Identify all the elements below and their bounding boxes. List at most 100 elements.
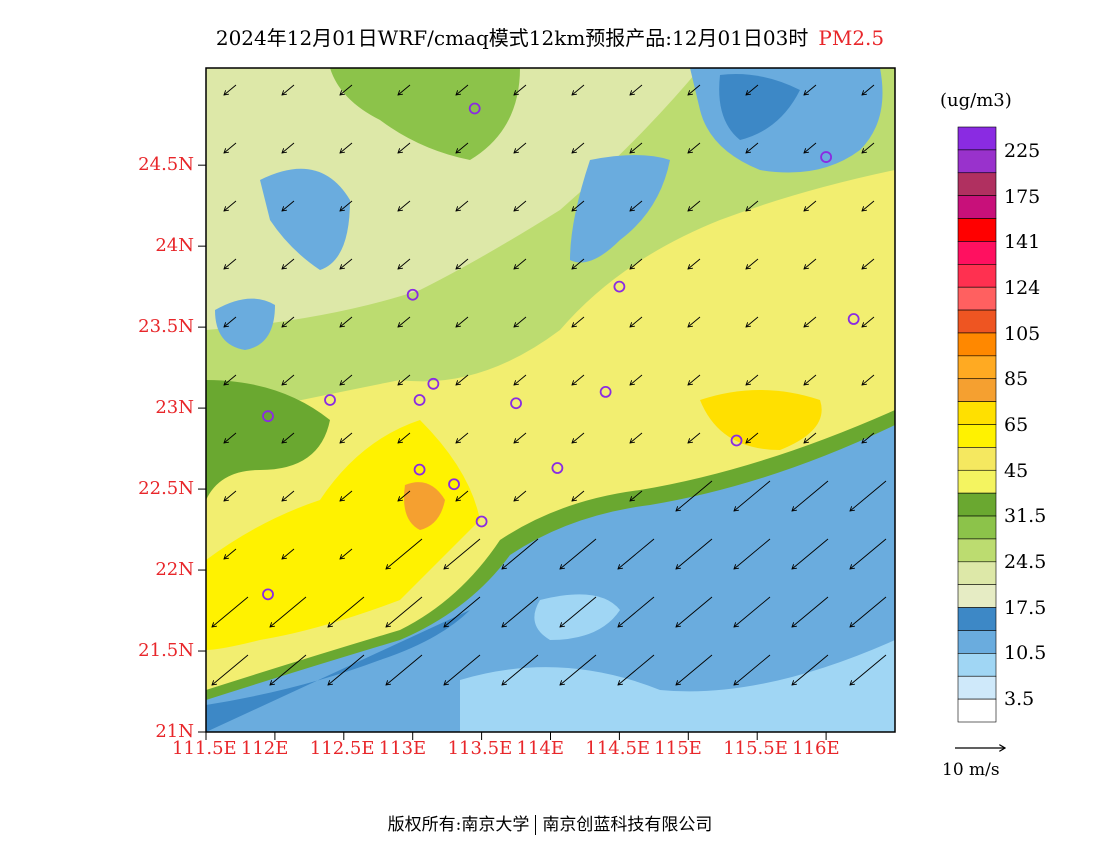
color-legend xyxy=(957,126,997,723)
wind-arrow xyxy=(572,84,585,95)
wind-arrow xyxy=(572,490,585,501)
legend-label: 10.5 xyxy=(1004,642,1047,665)
wind-arrow xyxy=(514,316,527,327)
wind-arrow xyxy=(340,142,353,153)
wind-arrow xyxy=(630,316,643,327)
wind-arrow xyxy=(514,432,527,443)
wind-arrow xyxy=(224,200,237,211)
wind-arrow xyxy=(224,374,237,385)
wind-arrow xyxy=(746,84,759,95)
wind-arrow xyxy=(514,84,527,95)
wind-arrow xyxy=(282,548,295,559)
wind-arrow xyxy=(688,142,701,153)
wind-arrow xyxy=(514,490,527,501)
wind-arrow xyxy=(456,316,469,327)
wind-arrow xyxy=(224,142,237,153)
copyright-owner: 版权所有:南京大学 xyxy=(387,815,530,835)
wind-arrow xyxy=(792,480,829,511)
wind-arrow xyxy=(212,596,249,627)
wind-arrow xyxy=(514,200,527,211)
wind-arrow xyxy=(850,480,887,511)
lon-label: 115E xyxy=(654,738,702,759)
wind-arrow xyxy=(386,596,423,627)
lon-label: 112E xyxy=(240,738,289,759)
station-marker xyxy=(427,377,440,390)
legend-swatch xyxy=(957,515,997,540)
wind-arrow xyxy=(444,596,481,627)
wind-arrow xyxy=(340,258,353,269)
wind-arrow xyxy=(630,142,643,153)
station-marker xyxy=(324,394,336,406)
wind-arrow xyxy=(502,596,539,627)
lon-label: 112.5E xyxy=(309,738,375,759)
lat-label: 24N xyxy=(155,235,194,257)
wind-arrow xyxy=(630,490,643,501)
legend-label: 3.5 xyxy=(1004,688,1035,710)
wind-arrow xyxy=(456,490,469,501)
wind-arrow xyxy=(804,84,817,95)
wind-arrow xyxy=(676,596,713,627)
legend-swatch xyxy=(957,309,997,334)
wind-arrow xyxy=(560,654,597,685)
title-text: 2024年12月01日WRF/cmaq模式12km预报产品:12月01日03时 xyxy=(215,26,809,50)
wind-arrow xyxy=(630,200,643,211)
wind-arrow xyxy=(340,548,353,559)
legend-swatch xyxy=(957,424,997,448)
wind-arrow xyxy=(572,142,585,153)
wind-arrow xyxy=(618,596,655,627)
wind-arrow xyxy=(746,374,759,385)
wind-arrow xyxy=(688,258,701,269)
station-marker xyxy=(599,386,612,398)
wind-arrow xyxy=(630,374,643,385)
legend-label: 24.5 xyxy=(1004,551,1047,573)
wind-arrow xyxy=(224,432,237,443)
wind-arrow xyxy=(282,258,295,269)
legend-label: 31.5 xyxy=(1004,505,1047,528)
concentration-field xyxy=(206,68,895,732)
lat-label: 22N xyxy=(155,559,194,581)
wind-arrow xyxy=(850,654,887,685)
legend-swatch xyxy=(957,630,997,654)
station-markers xyxy=(262,102,860,601)
wind-arrow xyxy=(676,480,713,511)
legend-swatch xyxy=(957,355,997,380)
legend-swatch xyxy=(957,698,997,723)
legend-swatch xyxy=(957,447,997,471)
wind-arrow xyxy=(734,480,771,511)
wind-arrow xyxy=(386,654,423,685)
lat-label: 24.5N xyxy=(138,154,194,176)
lat-label: 21N xyxy=(155,721,194,742)
wind-arrow xyxy=(676,654,713,685)
legend-swatch xyxy=(957,172,997,196)
wind-arrow xyxy=(282,316,295,327)
station-marker xyxy=(475,515,488,528)
wind-arrow xyxy=(746,432,759,443)
legend-swatch xyxy=(957,675,997,700)
legend-label: 124 xyxy=(1004,277,1041,299)
wind-arrow xyxy=(270,654,307,685)
station-marker xyxy=(448,478,460,491)
wind-arrow xyxy=(862,200,875,211)
wind-arrow xyxy=(282,432,295,443)
wind-arrow xyxy=(514,142,527,153)
wind-arrow xyxy=(456,258,469,269)
lat-label: 22.5N xyxy=(138,478,194,500)
map-title: 2024年12月01日WRF/cmaq模式12km预报产品:12月01日03时 P… xyxy=(0,22,1100,51)
lat-label: 23N xyxy=(155,397,194,419)
legend-swatch xyxy=(957,286,997,311)
wind-arrow xyxy=(850,596,887,627)
wind-arrow xyxy=(734,596,771,627)
legend-label: 175 xyxy=(1004,185,1041,208)
wind-arrow xyxy=(630,258,643,269)
wind-arrow xyxy=(340,200,353,211)
wind-arrow xyxy=(560,596,597,627)
legend-swatch xyxy=(957,149,997,174)
legend-swatch xyxy=(957,469,997,494)
wind-arrow xyxy=(792,538,829,569)
lon-label: 113E xyxy=(378,738,427,759)
station-marker xyxy=(847,313,860,325)
wind-arrow xyxy=(514,374,527,385)
wind-arrow xyxy=(804,316,817,327)
lon-label: 113.5E xyxy=(447,738,513,759)
